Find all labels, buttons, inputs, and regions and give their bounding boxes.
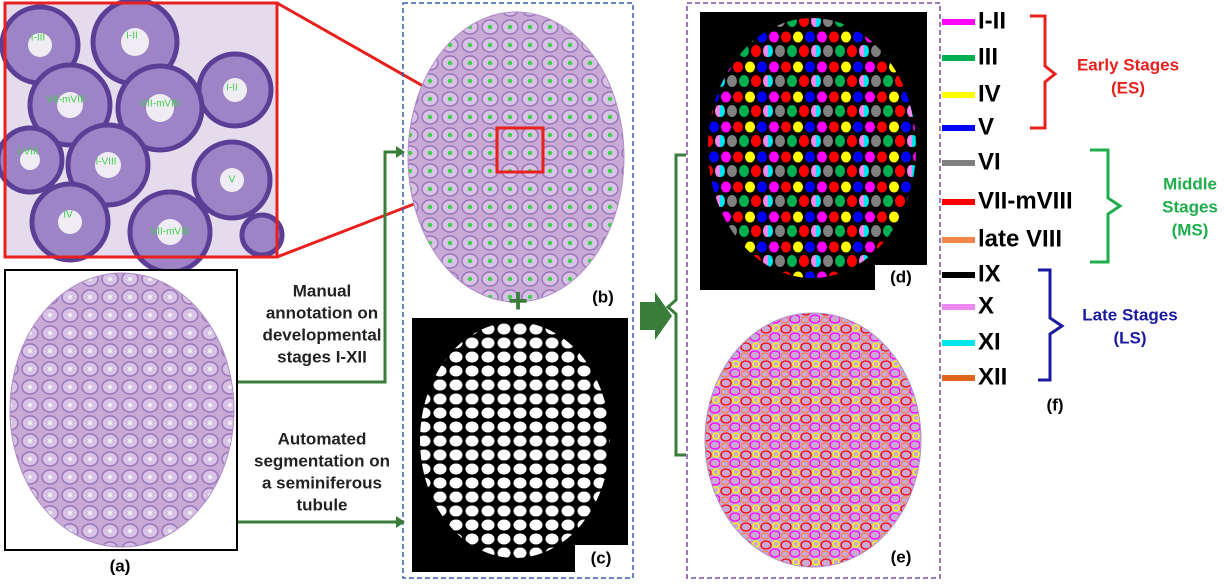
stage-label: VII-mVIII <box>151 227 190 238</box>
annotated-image <box>408 12 624 302</box>
inset: I-III I-II VII-mVIII VII-mVIII I-II I-VIII I-V… <box>0 0 282 272</box>
stage-label: I-VIII <box>95 157 116 168</box>
legend-label: V <box>978 113 994 140</box>
bracket <box>1030 16 1055 128</box>
legend-label: IV <box>978 80 1001 107</box>
annotation: annotation on <box>266 303 378 322</box>
group-label: (ES) <box>1111 78 1145 97</box>
legend-label: I-II <box>978 7 1006 34</box>
stage-label: VII-mVIII <box>47 95 86 106</box>
legend-label: XI <box>978 328 1001 355</box>
group-label: Middle <box>1163 174 1217 193</box>
overlay-image <box>705 313 921 567</box>
stage-label: I-II <box>226 83 238 94</box>
panel-label: (a) <box>110 556 131 575</box>
classified-mask <box>708 18 916 278</box>
annotation: a seminiferous <box>262 473 382 492</box>
legend-label: late VIII <box>978 225 1062 252</box>
stage-label: I-VIII <box>17 147 38 158</box>
arrow-head <box>396 516 405 528</box>
stage-label: I-II <box>126 31 138 42</box>
panel-label: (c) <box>591 548 612 567</box>
legend-label: III <box>978 43 998 70</box>
annotation: Automated <box>278 429 367 448</box>
plus: + <box>508 282 528 320</box>
bracket <box>1090 150 1120 262</box>
annotation: stages I-XII <box>277 347 367 366</box>
stage-label: IV <box>63 210 73 221</box>
annotation: developmental <box>262 325 381 344</box>
tissue-image <box>10 273 234 547</box>
segmentation-mask <box>420 322 610 558</box>
annotation: segmentation on <box>254 451 390 470</box>
group-label: (MS) <box>1172 220 1209 239</box>
legend-label: VII-mVIII <box>978 187 1073 214</box>
panel-label: (d) <box>890 267 912 286</box>
annotation: tubule <box>297 495 348 514</box>
panel-label: (f) <box>1047 395 1064 414</box>
legend-label: IX <box>978 260 1001 287</box>
group-label: (LS) <box>1113 328 1146 347</box>
stage-label: I-III <box>31 33 45 44</box>
stage-label: VII-mVIII <box>141 99 180 110</box>
panel-label: (e) <box>891 547 912 566</box>
legend-label: X <box>978 292 994 319</box>
legend-label: XII <box>978 363 1007 390</box>
group-label: Stages <box>1162 197 1218 216</box>
bracket <box>668 155 686 455</box>
figure: I-III I-II VII-mVIII VII-mVIII I-II I-VIII I-V… <box>0 0 1224 581</box>
group-label: Early Stages <box>1077 55 1179 74</box>
bracket <box>1038 270 1062 380</box>
legend-label: VI <box>978 148 1001 175</box>
panel-label: (b) <box>592 287 614 306</box>
group-label: Late Stages <box>1082 305 1177 324</box>
big-arrow <box>640 292 672 340</box>
annotation: Manual <box>293 281 352 300</box>
stage-label: V <box>229 175 236 186</box>
